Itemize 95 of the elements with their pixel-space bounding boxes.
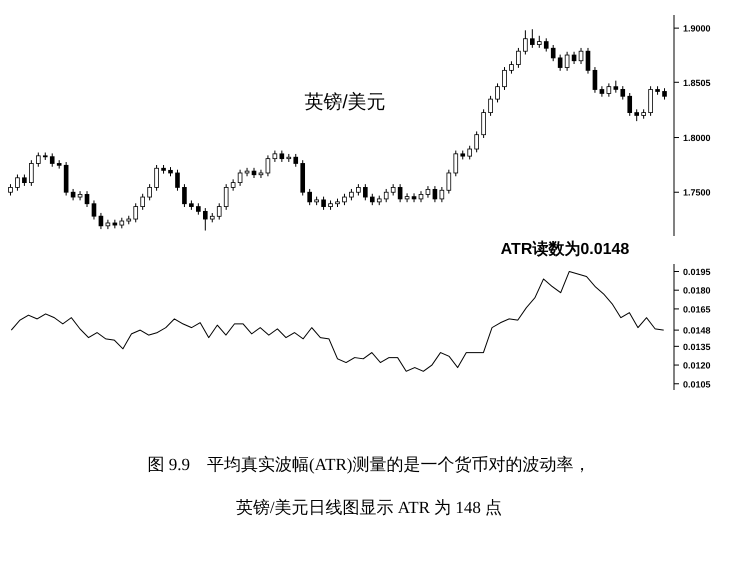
candlestick — [384, 188, 389, 203]
candlestick — [92, 200, 96, 220]
candlestick — [376, 195, 382, 206]
candlestick — [564, 51, 570, 72]
candlestick — [440, 186, 444, 203]
candlestick — [106, 219, 110, 230]
candlestick — [175, 169, 180, 192]
candlestick — [544, 38, 549, 52]
candlestick — [189, 200, 194, 210]
candlestick — [321, 196, 326, 210]
candlestick — [154, 164, 159, 192]
candlestick — [426, 186, 430, 198]
candlestick — [418, 190, 424, 203]
candlestick — [572, 51, 576, 65]
candlestick — [29, 160, 34, 186]
candlestick — [22, 174, 27, 186]
y-tick-label: 0.0105 — [683, 379, 711, 390]
candlestick — [98, 212, 104, 230]
candlestick — [78, 190, 82, 201]
candlestick — [356, 184, 361, 196]
candlestick — [266, 154, 270, 177]
candlestick — [272, 150, 278, 162]
y-tick-label: 1.8505 — [683, 78, 711, 88]
y-tick-label: 1.8000 — [683, 133, 711, 144]
candlestick — [216, 202, 222, 220]
candlestick — [467, 145, 472, 160]
text: ATR读数为0.0148 — [500, 240, 630, 258]
candlestick — [70, 188, 76, 201]
candlestick — [293, 153, 298, 168]
candlestick — [592, 66, 598, 94]
candlestick — [495, 82, 500, 103]
candlestick — [307, 188, 312, 206]
annotation: 英镑/美元 — [304, 91, 386, 113]
candlestick — [36, 152, 41, 168]
candlestick — [530, 28, 535, 48]
candlestick — [238, 169, 242, 186]
candlestick — [147, 184, 152, 201]
candlestick — [578, 47, 584, 65]
candlestick — [363, 184, 368, 201]
candlestick — [606, 82, 612, 98]
y-tick-label: 0.0148 — [683, 326, 711, 336]
candlestick — [662, 88, 667, 100]
candlestick — [224, 184, 228, 210]
candlestick — [641, 108, 646, 120]
y-tick-label: 1.9000 — [683, 24, 711, 34]
candlestick — [523, 30, 528, 55]
candlestick — [202, 208, 208, 232]
candlestick — [119, 217, 124, 229]
text: 英镑/美元日线图显示 ATR 为 148 点 — [236, 498, 502, 517]
candlestick — [370, 193, 375, 206]
candlestick — [558, 54, 562, 72]
candlestick — [50, 152, 55, 168]
candlestick — [620, 86, 626, 100]
candlestick — [614, 80, 618, 94]
candlestick — [84, 190, 90, 208]
y-tick-label: 1.7500 — [683, 188, 711, 198]
candlestick — [390, 184, 396, 196]
candlestick — [196, 202, 201, 216]
candlestick — [648, 86, 653, 116]
candlestick — [516, 47, 521, 68]
y-tick-label: 0.0195 — [683, 266, 711, 277]
y-tick-label: 0.0135 — [683, 342, 711, 352]
candlestick — [509, 60, 514, 74]
text: 图 9.9 平均真实波幅(ATR)测量的是一个货币对的波动率， — [148, 455, 590, 474]
candlestick — [8, 184, 13, 196]
candlestick — [536, 35, 542, 48]
candlestick — [550, 44, 556, 62]
candlestick — [600, 86, 604, 98]
candlestick — [328, 200, 333, 210]
candlestick — [140, 193, 145, 210]
candlestick — [488, 95, 493, 116]
y-tick-label: 0.0180 — [683, 286, 711, 296]
candlestick — [349, 188, 354, 201]
candlestick — [446, 169, 452, 194]
candlestick — [432, 186, 438, 203]
candlestick — [342, 193, 347, 206]
candlestick — [398, 184, 402, 203]
candlestick — [133, 202, 138, 223]
candlestick — [453, 150, 458, 177]
candlestick — [481, 108, 486, 138]
y-tick-label: 0.0165 — [683, 304, 711, 314]
candlestick — [252, 167, 256, 179]
candlestick — [230, 178, 236, 192]
candlestick — [634, 108, 640, 122]
candlestick — [586, 47, 590, 74]
candlestick — [280, 150, 284, 162]
candlestick — [168, 166, 173, 177]
candlestick — [502, 66, 507, 90]
candlestick — [474, 130, 479, 153]
candlestick — [627, 92, 632, 116]
candlestick — [182, 184, 187, 208]
line-series — [10, 270, 664, 372]
y-tick-label: 0.0120 — [683, 360, 711, 371]
candlestick — [210, 212, 215, 223]
candlestick — [15, 174, 20, 192]
